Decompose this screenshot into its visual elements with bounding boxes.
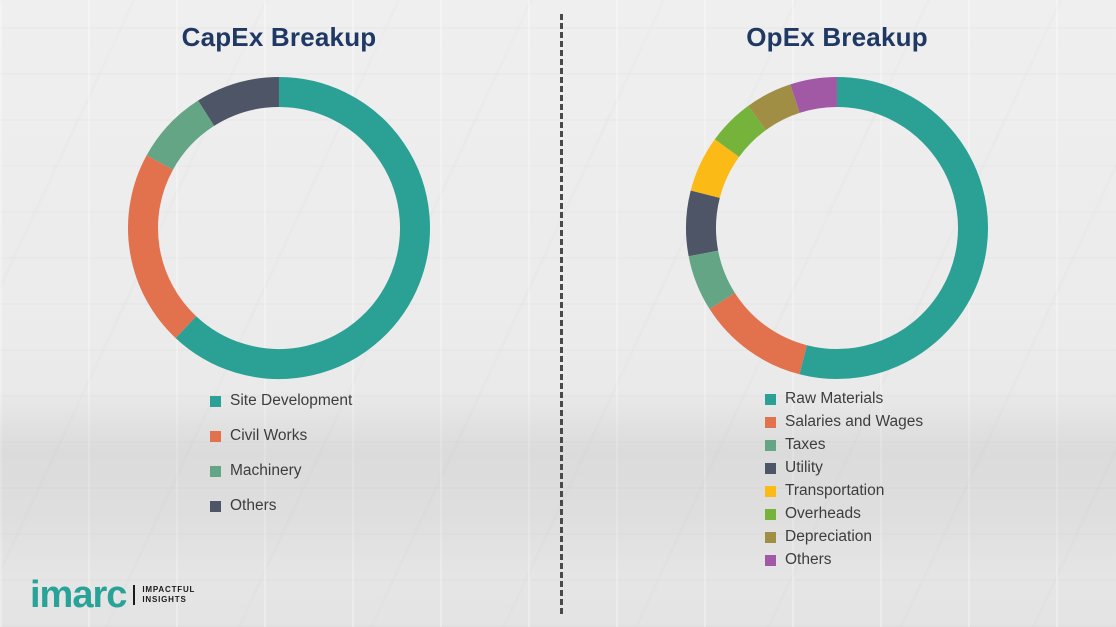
legend-swatch	[765, 554, 776, 566]
opex-legend: Raw Materials Salaries and Wages Taxes Util…	[765, 390, 923, 574]
donut-segment-transportation	[690, 139, 740, 199]
capex-donut-chart	[123, 72, 435, 384]
legend-item: Site Development	[210, 392, 352, 410]
legend-item: Depreciation	[765, 528, 923, 546]
donut-segment-machinery	[146, 100, 215, 171]
legend-swatch	[765, 393, 776, 405]
legend-swatch	[765, 416, 776, 428]
donut-segment-raw-materials	[799, 77, 988, 379]
legend-swatch	[765, 439, 776, 451]
capex-chart-title: CapEx Breakup	[181, 22, 377, 52]
legend-item: Utility	[765, 459, 923, 477]
legend-swatch	[765, 462, 776, 474]
dashed-divider	[560, 14, 563, 614]
logo-tagline-line1: IMPACTFUL	[142, 584, 196, 594]
logo-tagline-line2: INSIGHTS	[142, 594, 187, 604]
donut-segment-overheads	[714, 105, 767, 158]
legend-label: Salaries and Wages	[785, 413, 924, 430]
legend-item: Civil Works	[210, 427, 352, 445]
donut-segment-others	[198, 77, 280, 127]
opex-panel: OpEx Breakup Raw Materials Salaries and W…	[558, 0, 1116, 627]
imarc-logo: imarc IMPACTFUL INSIGHTS	[30, 573, 196, 616]
legend-swatch	[210, 430, 221, 442]
donut-segment-civil-works	[128, 155, 197, 339]
legend-swatch	[210, 500, 221, 512]
legend-label: Machinery	[230, 462, 302, 479]
opex-donut-svg	[686, 77, 988, 379]
opex-donut-chart	[681, 72, 993, 384]
donut-segment-salaries-and-wages	[709, 292, 808, 375]
legend-item: Raw Materials	[765, 390, 923, 408]
legend-label: Civil Works	[230, 427, 308, 444]
donut-segment-utility	[686, 190, 720, 257]
donut-segment-others	[790, 77, 838, 114]
legend-item: Others	[210, 497, 352, 515]
capex-legend: Site Development Civil Works Machinery Othe…	[210, 392, 352, 532]
donut-segment-site-development	[175, 77, 430, 379]
legend-swatch	[765, 531, 776, 543]
donut-segment-depreciation	[748, 84, 800, 131]
legend-item: Others	[765, 551, 923, 569]
legend-item: Overheads	[765, 505, 923, 523]
legend-item: Transportation	[765, 482, 923, 500]
legend-label: Others	[785, 551, 832, 568]
legend-label: Taxes	[785, 436, 826, 453]
legend-label: Overheads	[785, 505, 861, 522]
legend-swatch	[210, 395, 221, 407]
legend-item: Machinery	[210, 462, 352, 480]
legend-item: Taxes	[765, 436, 923, 454]
logo-tagline: IMPACTFUL INSIGHTS	[133, 584, 196, 605]
capex-panel: CapEx Breakup Site Development Civil Work…	[123, 22, 435, 532]
opex-chart-title: OpEx Breakup	[746, 22, 928, 52]
legend-swatch	[210, 465, 221, 477]
legend-swatch	[765, 485, 776, 497]
legend-label: Utility	[785, 459, 823, 476]
donut-segment-taxes	[688, 250, 736, 309]
legend-label: Depreciation	[785, 528, 873, 545]
legend-label: Raw Materials	[785, 390, 884, 407]
legend-label: Others	[230, 497, 277, 514]
logo-brand-text: imarc	[30, 573, 127, 616]
capex-donut-svg	[128, 77, 430, 379]
legend-swatch	[765, 508, 776, 520]
legend-label: Transportation	[785, 482, 885, 499]
legend-item: Salaries and Wages	[765, 413, 923, 431]
legend-label: Site Development	[230, 392, 353, 409]
